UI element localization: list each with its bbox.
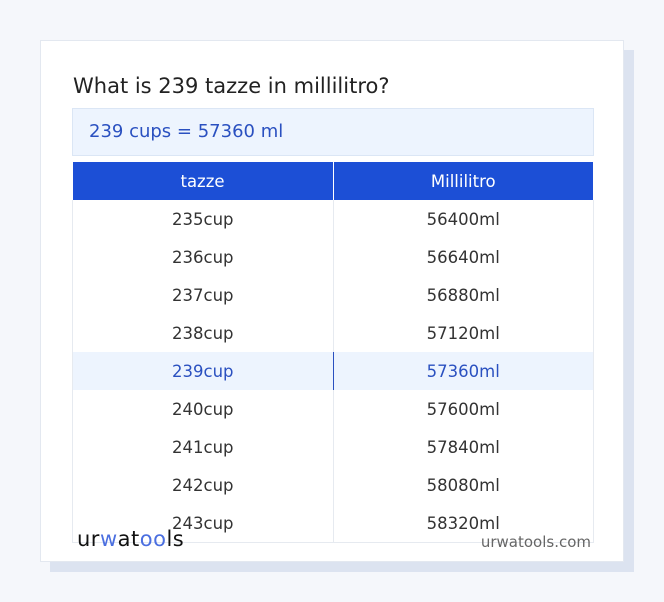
urwatools-logo[interactable]: urwatools	[77, 527, 185, 551]
table-row: 238cup 57120ml	[72, 314, 594, 352]
table-row: 237cup 56880ml	[72, 276, 594, 314]
header-tazze: tazze	[72, 162, 334, 200]
millilitro-cell: 58080ml	[332, 466, 594, 504]
tazze-cell: 238cup	[72, 314, 334, 352]
millilitro-cell: 57360ml	[332, 352, 594, 390]
header-millilitro: Millilitro	[333, 162, 594, 200]
millilitro-cell: 57840ml	[332, 428, 594, 466]
tazze-cell: 235cup	[72, 200, 334, 238]
tazze-cell: 237cup	[72, 276, 334, 314]
tazze-cell: 242cup	[72, 466, 334, 504]
millilitro-cell: 56880ml	[332, 276, 594, 314]
table-row: 235cup 56400ml	[72, 200, 594, 238]
table-row: 243cup 58320ml	[72, 504, 594, 543]
millilitro-cell: 58320ml	[332, 504, 594, 543]
millilitro-cell: 57120ml	[332, 314, 594, 352]
conversion-table: tazze Millilitro 235cup 56400ml 236cup 5664…	[72, 162, 594, 543]
table-row: 236cup 56640ml	[72, 238, 594, 276]
millilitro-cell: 57600ml	[332, 390, 594, 428]
tazze-cell: 236cup	[72, 238, 334, 276]
result-box: 239 cups = 57360 ml	[72, 108, 594, 156]
millilitro-cell: 56640ml	[332, 238, 594, 276]
tazze-cell: 241cup	[72, 428, 334, 466]
table-row: 240cup 57600ml	[72, 390, 594, 428]
site-link[interactable]: urwatools.com	[480, 533, 591, 551]
millilitro-cell: 56400ml	[332, 200, 594, 238]
tazze-cell: 240cup	[72, 390, 334, 428]
converter-card: What is 239 tazze in millilitro? 239 cup…	[40, 40, 624, 562]
table-row: 241cup 57840ml	[72, 428, 594, 466]
page-title: What is 239 tazze in millilitro?	[73, 74, 390, 98]
table-row: 242cup 58080ml	[72, 466, 594, 504]
table-row: 239cup 57360ml	[72, 352, 594, 390]
tazze-cell: 239cup	[72, 352, 334, 390]
tazze-cell: 243cup	[72, 504, 334, 543]
